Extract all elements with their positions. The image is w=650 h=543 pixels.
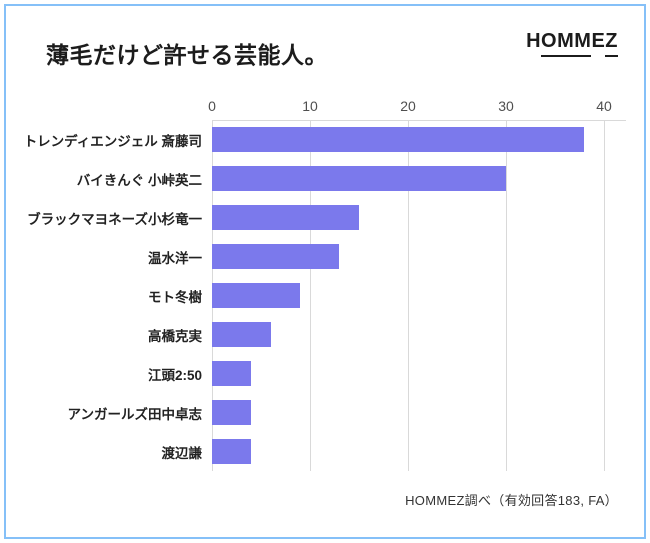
x-tick-label: 10 <box>302 98 318 114</box>
bar-chart: 0 10 20 30 40 トレンディエンジェル 斎藤司バイきんぐ 小峠英二ブラックマヨ… <box>12 96 632 471</box>
category-label: バイきんぐ 小峠英二 <box>76 172 202 188</box>
gridline <box>408 121 409 471</box>
bar-track <box>212 400 626 425</box>
bar-track <box>212 322 626 347</box>
gridline <box>310 121 311 471</box>
logo-segment: Z <box>605 30 618 57</box>
x-tick-label: 20 <box>400 98 416 114</box>
bar-row: バイきんぐ 小峠英二 <box>12 159 632 198</box>
category-label: 江頭2:50 <box>147 367 202 383</box>
bar <box>212 205 359 230</box>
x-tick-label: 40 <box>596 98 612 114</box>
bar-track <box>212 205 626 230</box>
category-label: モト冬樹 <box>148 289 202 305</box>
logo-segment: OMM <box>541 30 592 57</box>
gridline <box>604 121 605 471</box>
x-tick-label: 30 <box>498 98 514 114</box>
category-label: 渡辺謙 <box>161 445 203 461</box>
bar-row: 温水洋一 <box>12 237 632 276</box>
bar-track <box>212 244 626 269</box>
bar-track <box>212 283 626 308</box>
bar <box>212 283 301 308</box>
logo-segment: E <box>591 30 606 52</box>
category-label: アンガールズ田中卓志 <box>67 406 202 422</box>
header: 薄毛だけど許せる芸能人。 HOMMEZ <box>6 6 644 96</box>
bar <box>212 361 252 386</box>
bar-rows: トレンディエンジェル 斎藤司バイきんぐ 小峠英二ブラックマヨネーズ小杉竜一温水洋… <box>12 120 632 471</box>
plot-area: トレンディエンジェル 斎藤司バイきんぐ 小峠英二ブラックマヨネーズ小杉竜一温水洋… <box>12 120 632 471</box>
bar <box>212 244 340 269</box>
hommez-logo: HOMMEZ <box>526 30 618 57</box>
bar <box>212 400 252 425</box>
x-tick-label: 0 <box>208 98 216 114</box>
bar <box>212 166 506 191</box>
category-label: 温水洋一 <box>148 250 202 266</box>
bar-row: アンガールズ田中卓志 <box>12 393 632 432</box>
bar <box>212 127 585 152</box>
source-note: HOMMEZ調べ（有効回答183, FA） <box>405 493 618 508</box>
bar-row: 渡辺謙 <box>12 432 632 471</box>
bar-row: 高橋克実 <box>12 315 632 354</box>
bar <box>212 322 271 347</box>
bar-track <box>212 361 626 386</box>
bar-track <box>212 127 626 152</box>
infographic-frame: 薄毛だけど許せる芸能人。 HOMMEZ 0 10 20 30 40 トレンディエンジェル… <box>4 4 646 539</box>
bar-row: 江頭2:50 <box>12 354 632 393</box>
logo-segment: H <box>526 30 542 52</box>
bar-track <box>212 166 626 191</box>
bar-row: ブラックマヨネーズ小杉竜一 <box>12 198 632 237</box>
page-title: 薄毛だけど許せる芸能人。 <box>46 42 328 68</box>
x-axis-ticks: 0 10 20 30 40 <box>12 96 632 120</box>
bar-row: モト冬樹 <box>12 276 632 315</box>
gridline <box>506 121 507 471</box>
category-label: 高橋克実 <box>148 328 202 344</box>
bar <box>212 439 252 464</box>
category-label: トレンディエンジェル 斎藤司 <box>23 133 202 149</box>
category-label: ブラックマヨネーズ小杉竜一 <box>27 211 202 227</box>
bar-track <box>212 439 626 464</box>
bar-row: トレンディエンジェル 斎藤司 <box>12 120 632 159</box>
